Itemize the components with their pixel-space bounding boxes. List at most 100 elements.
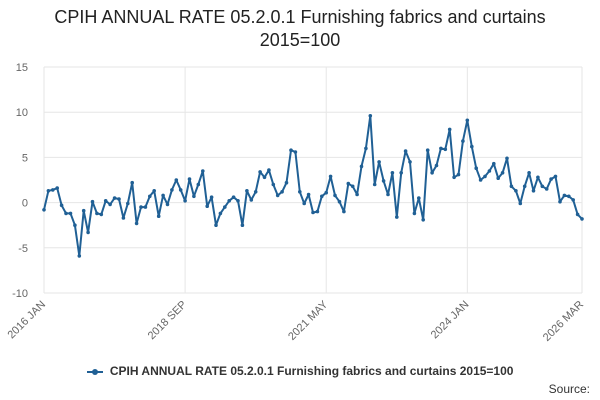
data-point[interactable] [165, 202, 170, 207]
data-point[interactable] [562, 193, 567, 198]
data-point[interactable] [478, 178, 483, 182]
data-point[interactable] [178, 188, 183, 192]
data-point[interactable] [328, 174, 333, 179]
data-point[interactable] [412, 211, 417, 216]
data-point[interactable] [567, 194, 571, 199]
data-point[interactable] [249, 198, 254, 202]
data-point[interactable] [337, 199, 342, 204]
data-point[interactable] [302, 201, 307, 206]
data-point[interactable] [293, 150, 298, 154]
data-point[interactable] [170, 188, 174, 192]
data-point[interactable] [231, 195, 236, 199]
data-point[interactable] [214, 223, 218, 227]
data-point[interactable] [421, 218, 426, 222]
data-point[interactable] [403, 149, 408, 153]
data-point[interactable] [51, 188, 55, 192]
data-point[interactable] [126, 201, 130, 206]
data-point[interactable] [470, 144, 474, 149]
data-point[interactable] [284, 180, 289, 185]
data-point[interactable] [518, 201, 523, 206]
data-point[interactable] [443, 147, 448, 152]
data-point[interactable] [509, 184, 514, 189]
data-point[interactable] [368, 114, 373, 118]
data-point[interactable] [474, 166, 479, 170]
data-point[interactable] [121, 216, 126, 220]
data-point[interactable] [134, 221, 139, 226]
data-point[interactable] [240, 223, 245, 227]
data-point[interactable] [148, 194, 152, 199]
data-point[interactable] [271, 182, 276, 187]
data-point[interactable] [103, 199, 108, 203]
data-point[interactable] [112, 196, 117, 200]
data-point[interactable] [456, 172, 461, 177]
data-point[interactable] [174, 178, 179, 182]
data-point[interactable] [553, 174, 558, 179]
data-point[interactable] [108, 202, 112, 207]
data-point[interactable] [492, 161, 496, 166]
data-point[interactable] [381, 179, 386, 183]
data-point[interactable] [275, 193, 280, 198]
data-point[interactable] [342, 209, 346, 214]
data-point[interactable] [90, 199, 95, 204]
data-point[interactable] [77, 254, 82, 258]
data-point[interactable] [205, 204, 209, 208]
data-point[interactable] [386, 192, 390, 197]
data-point[interactable] [346, 181, 351, 186]
data-point[interactable] [99, 212, 104, 217]
data-point[interactable] [311, 210, 315, 215]
data-point[interactable] [395, 215, 399, 219]
data-point[interactable] [143, 205, 148, 209]
data-point[interactable] [364, 146, 368, 151]
data-point[interactable] [465, 118, 470, 123]
data-point[interactable] [434, 163, 439, 168]
data-point[interactable] [496, 176, 501, 180]
data-point[interactable] [483, 174, 487, 179]
data-point[interactable] [156, 214, 161, 218]
data-point[interactable] [258, 170, 262, 174]
data-point[interactable] [152, 189, 156, 193]
data-point[interactable] [245, 189, 249, 193]
data-point[interactable] [161, 193, 165, 198]
data-point[interactable] [487, 169, 492, 173]
data-point[interactable] [355, 192, 359, 197]
data-point[interactable] [439, 146, 443, 151]
data-point[interactable] [289, 148, 293, 152]
legend[interactable]: CPIH ANNUAL RATE 05.2.0.1 Furnishing fab… [0, 364, 600, 378]
data-point[interactable] [430, 171, 434, 175]
data-point[interactable] [42, 208, 46, 212]
data-point[interactable] [187, 177, 192, 181]
data-point[interactable] [139, 205, 143, 209]
data-point[interactable] [201, 169, 205, 173]
data-point[interactable] [262, 175, 267, 180]
data-point[interactable] [223, 205, 227, 209]
data-point[interactable] [505, 156, 509, 161]
data-point[interactable] [86, 230, 90, 235]
data-point[interactable] [73, 223, 77, 227]
data-point[interactable] [209, 195, 214, 199]
data-point[interactable] [192, 194, 196, 199]
data-point[interactable] [522, 184, 527, 189]
data-point[interactable] [408, 160, 412, 164]
data-point[interactable] [320, 194, 324, 199]
data-point[interactable] [64, 211, 68, 216]
data-point[interactable] [399, 171, 404, 175]
data-point[interactable] [117, 197, 121, 201]
data-point[interactable] [236, 199, 240, 203]
data-point[interactable] [55, 186, 59, 190]
data-point[interactable] [500, 171, 505, 175]
data-point[interactable] [531, 189, 536, 193]
data-point[interactable] [183, 199, 187, 203]
data-point[interactable] [536, 175, 540, 180]
data-point[interactable] [267, 168, 271, 172]
data-point[interactable] [372, 182, 377, 187]
data-point[interactable] [306, 192, 311, 197]
data-point[interactable] [46, 189, 51, 193]
data-point[interactable] [514, 189, 518, 193]
data-point[interactable] [81, 208, 86, 213]
data-point[interactable] [359, 164, 364, 169]
data-point[interactable] [298, 190, 302, 194]
data-point[interactable] [580, 217, 584, 221]
data-point[interactable] [130, 180, 134, 185]
data-point[interactable] [417, 196, 421, 200]
data-point[interactable] [377, 160, 381, 164]
